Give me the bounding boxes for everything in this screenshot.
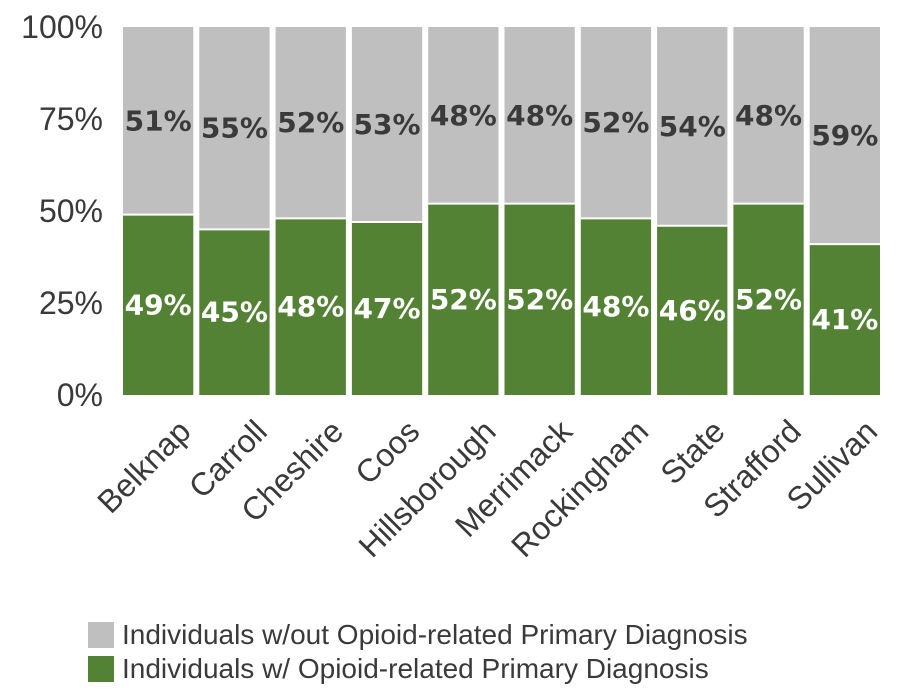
data-label-without: 55% <box>201 112 268 145</box>
y-tick-label: 100% <box>21 9 103 45</box>
data-label-without: 48% <box>735 99 802 132</box>
legend-label-with: Individuals w/ Opioid-related Primary Di… <box>122 653 709 684</box>
data-label-without: 48% <box>506 99 573 132</box>
legend-swatch-without <box>88 622 114 648</box>
data-label-with: 48% <box>277 290 344 323</box>
data-label-without: 51% <box>125 104 192 137</box>
y-tick-label: 0% <box>57 377 103 413</box>
bar-without-opioid <box>123 27 194 215</box>
legend-item-with: Individuals w/ Opioid-related Primary Di… <box>88 652 748 686</box>
bar-with-opioid <box>580 218 652 395</box>
stacked-bar-chart: 0% 25% 50% 75% 100% 49% 51% 45% 55% 48% 52% 47% 53%… <box>21 9 884 564</box>
bar-without-opioid <box>504 27 575 204</box>
data-label-with: 52% <box>430 283 497 316</box>
bar-without-opioid <box>351 27 423 223</box>
data-label-without: 52% <box>277 106 344 139</box>
y-tick-label: 25% <box>39 285 103 321</box>
data-label-with: 46% <box>659 294 726 327</box>
bar-with-opioid <box>275 218 346 395</box>
data-label-without: 48% <box>430 99 497 132</box>
data-label-without: 59% <box>811 119 878 152</box>
bar-with-opioid <box>199 229 270 395</box>
data-label-with: 52% <box>735 283 802 316</box>
legend-swatch-with <box>88 656 114 682</box>
data-label-with: 49% <box>125 288 192 321</box>
data-label-with: 41% <box>811 303 878 336</box>
bar-with-opioid <box>351 222 423 395</box>
data-label-with: 45% <box>201 296 268 329</box>
bar-without-opioid <box>809 27 880 245</box>
bar-without-opioid <box>657 27 728 226</box>
legend-label-without: Individuals w/out Opioid-related Primary… <box>122 619 748 650</box>
data-label-without: 53% <box>354 108 421 141</box>
bars <box>123 27 880 395</box>
bar-without-opioid <box>733 27 804 204</box>
legend: Individuals w/out Opioid-related Primary… <box>88 618 748 686</box>
bar-without-opioid <box>428 27 499 204</box>
bar-with-opioid <box>809 244 880 395</box>
bar-with-opioid <box>504 203 575 395</box>
value-labels: 49% 51% 45% 55% 48% 52% 47% 53% 52% 48% 52% 48% 48% 5… <box>125 99 879 336</box>
y-axis: 0% 25% 50% 75% 100% <box>21 9 103 413</box>
x-category-label: Belknap <box>90 413 197 520</box>
bar-with-opioid <box>733 203 804 395</box>
y-tick-label: 75% <box>39 101 103 137</box>
bar-without-opioid <box>199 27 270 230</box>
data-label-with: 47% <box>354 292 421 325</box>
bar-with-opioid <box>428 203 499 395</box>
bar-without-opioid <box>580 27 652 219</box>
data-label-with: 48% <box>582 290 649 323</box>
x-axis: BelknapCarrollCheshireCoosHillsboroughMe… <box>90 412 884 564</box>
y-tick-label: 50% <box>39 193 103 229</box>
data-label-with: 52% <box>506 283 573 316</box>
data-label-without: 52% <box>582 106 649 139</box>
bar-without-opioid <box>275 27 346 219</box>
legend-item-without: Individuals w/out Opioid-related Primary… <box>88 618 748 652</box>
bar-with-opioid <box>657 225 728 395</box>
bar-with-opioid <box>123 214 194 395</box>
data-label-without: 54% <box>659 110 726 143</box>
